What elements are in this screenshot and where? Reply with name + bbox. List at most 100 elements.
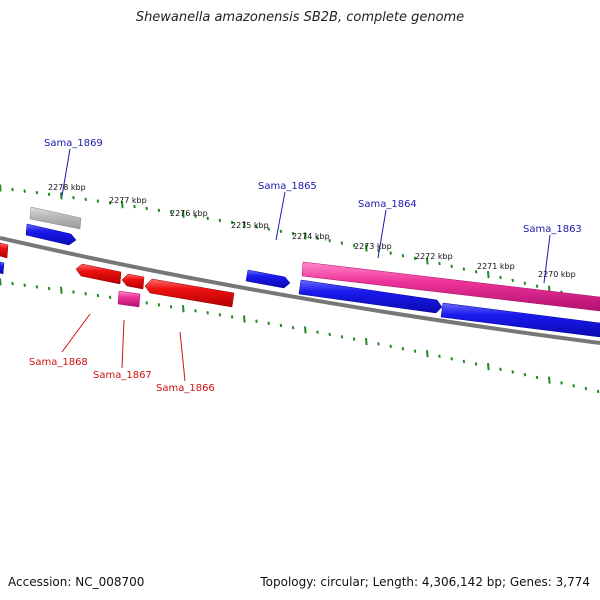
- ruler-minor-tick: [316, 330, 319, 334]
- ruler-major-tick: [487, 271, 490, 279]
- ruler-minor-tick: [35, 285, 39, 289]
- ruler-major-tick: [0, 278, 2, 286]
- ruler-major-tick: [426, 257, 429, 265]
- cds-feature-sama-1863[interactable]: [440, 302, 600, 338]
- ruler-minor-tick: [462, 267, 466, 271]
- ruler-minor-tick: [218, 218, 222, 223]
- ruler-labels: 2278 kbp 2277 kbp 2276 kbp 2275 kbp 2274…: [48, 183, 576, 279]
- ruler-minor-tick: [255, 225, 258, 229]
- ruler-label: 2272 kbp: [415, 252, 453, 261]
- cds-feature-sama-1869[interactable]: [25, 223, 77, 246]
- ruler-minor-tick: [133, 204, 136, 209]
- cds-feature-sama-1867-red[interactable]: [121, 273, 145, 290]
- ruler-major-tick: [60, 286, 63, 294]
- ruler-minor-tick: [255, 319, 258, 323]
- ruler-major-tick: [60, 192, 63, 200]
- ruler-minor-tick: [218, 313, 222, 317]
- rna-feature-sama-1864[interactable]: [301, 261, 600, 312]
- ruler-major-tick: [182, 305, 185, 313]
- ruler-minor-tick: [169, 210, 173, 215]
- ruler-minor-tick: [352, 337, 356, 341]
- gene-label-sama-1864[interactable]: Sama_1864: [358, 199, 417, 210]
- ruler-minor-tick: [499, 275, 502, 280]
- ruler-minor-tick: [230, 315, 234, 319]
- map-title: Shewanella amazonensis SB2B, complete ge…: [135, 10, 465, 25]
- ruler-minor-tick: [535, 284, 539, 288]
- gene-label-sama-1866[interactable]: Sama_1866: [156, 383, 215, 394]
- ruler-minor-tick: [511, 370, 514, 374]
- ruler-label: 2278 kbp: [48, 183, 86, 192]
- ruler-minor-tick: [11, 281, 14, 286]
- ruler-major-tick: [365, 337, 368, 346]
- ruler-major-tick: [121, 201, 124, 209]
- cds-feature-left-edge[interactable]: [0, 261, 5, 275]
- ruler-minor-tick: [560, 381, 563, 385]
- ruler-minor-tick: [499, 367, 502, 371]
- ruler-major-tick: [365, 244, 368, 252]
- rna-feature-sama-1867[interactable]: [117, 290, 141, 308]
- cds-feature-sama-1865[interactable]: [245, 269, 291, 289]
- cds-feature-sama-1868[interactable]: [75, 263, 122, 285]
- ruler-minor-tick: [377, 342, 380, 346]
- ruler-minor-tick: [194, 214, 197, 219]
- ruler-minor-tick: [84, 292, 87, 296]
- ruler-label: 2277 kbp: [109, 196, 147, 205]
- ruler-minor-tick: [523, 372, 527, 377]
- ruler-minor-tick: [230, 220, 234, 225]
- ruler-label: 2274 kbp: [292, 232, 330, 241]
- ruler-minor-tick: [340, 241, 344, 245]
- cds-feature-left-edge-red[interactable]: [0, 242, 9, 259]
- gene-label-sama-1868[interactable]: Sama_1868: [29, 357, 88, 368]
- ruler-minor-tick: [145, 206, 148, 211]
- ruler-minor-tick: [596, 389, 600, 394]
- label-leader: [377, 209, 387, 259]
- ruler-minor-tick: [96, 199, 100, 203]
- pseudogene-feature[interactable]: [29, 206, 82, 230]
- ruler-minor-tick: [206, 216, 209, 221]
- reverse-gene-labels: Sama_1868 Sama_1867 Sama_1866: [29, 313, 215, 394]
- ruler-minor-tick: [194, 309, 197, 313]
- ruler-minor-tick: [11, 187, 14, 192]
- label-leader: [61, 313, 91, 353]
- ruler-minor-tick: [535, 375, 539, 380]
- cds-feature-sama-1864[interactable]: [298, 279, 443, 314]
- ruler-minor-tick: [450, 264, 453, 269]
- forward-gene-labels: Sama_1869 Sama_1865 Sama_1864 Sama_1863: [44, 138, 582, 284]
- ruler-minor-tick: [108, 295, 112, 300]
- ruler-minor-tick: [328, 238, 331, 243]
- gene-label-sama-1865[interactable]: Sama_1865: [258, 181, 317, 192]
- ruler-minor-tick: [572, 384, 575, 388]
- ruler-minor-tick: [108, 201, 112, 205]
- ruler-major-tick: [426, 350, 429, 358]
- gene-label-sama-1867[interactable]: Sama_1867: [93, 370, 152, 381]
- ruler-minor-tick: [474, 270, 478, 274]
- cds-feature-sama-1866[interactable]: [144, 278, 235, 308]
- ruler-label: 2275 kbp: [231, 221, 269, 230]
- ruler-label: 2271 kbp: [477, 262, 515, 271]
- ruler-minor-tick: [523, 281, 527, 285]
- ruler-major-tick: [487, 363, 490, 371]
- ruler-minor-tick: [401, 253, 405, 258]
- ruler-minor-tick: [291, 325, 295, 330]
- ruler-minor-tick: [47, 192, 51, 196]
- label-leader: [61, 148, 71, 197]
- ruler-minor-tick: [267, 321, 270, 325]
- ruler-label: 2270 kbp: [538, 270, 576, 279]
- reverse-features: [0, 242, 235, 308]
- ruler-minor-tick: [72, 195, 75, 200]
- ruler-minor-tick: [438, 261, 441, 266]
- ruler-minor-tick: [474, 362, 478, 366]
- gene-label-sama-1863[interactable]: Sama_1863: [523, 224, 582, 235]
- ruler-minor-tick: [328, 332, 331, 337]
- ruler-minor-tick: [23, 189, 26, 193]
- label-leader: [275, 191, 286, 241]
- ruler-minor-tick: [169, 305, 173, 309]
- ruler-minor-tick: [157, 208, 161, 213]
- gene-label-sama-1869[interactable]: Sama_1869: [44, 138, 103, 149]
- ruler-label: 2273 kbp: [354, 242, 392, 251]
- ruler-minor-tick: [584, 386, 588, 391]
- ruler-minor-tick: [279, 229, 283, 234]
- ruler-minor-tick: [84, 197, 87, 202]
- ruler-minor-tick: [389, 344, 392, 348]
